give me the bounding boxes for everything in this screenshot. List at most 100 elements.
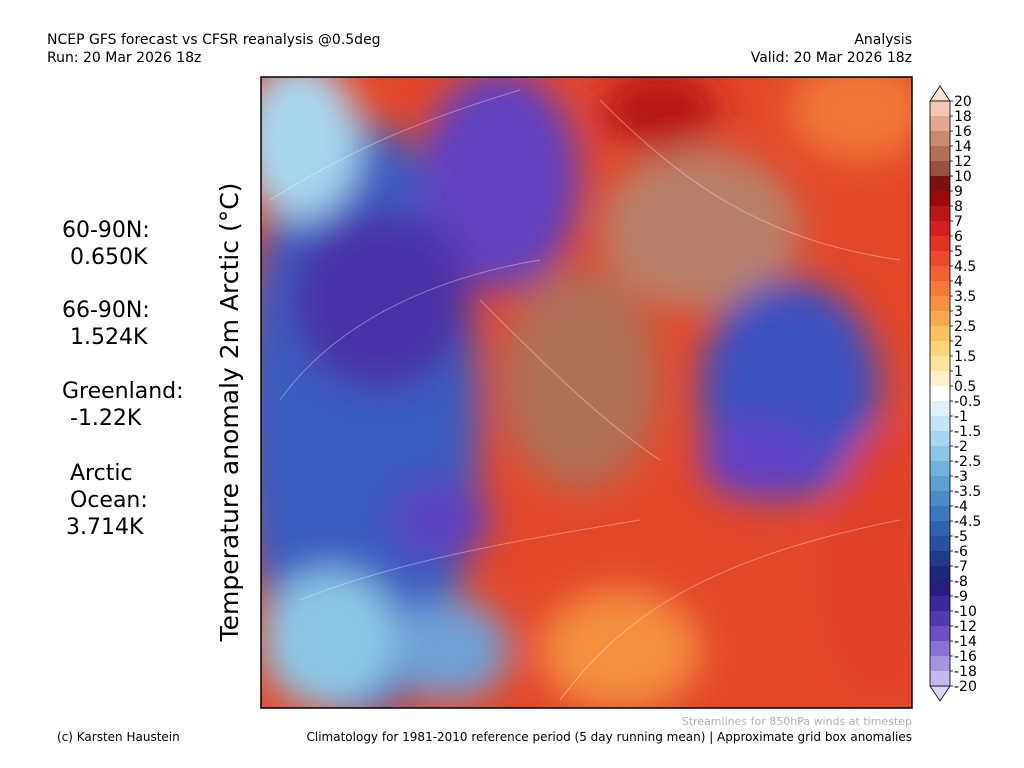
colorbar-swatch bbox=[930, 551, 950, 566]
colorbar-label: 4.5 bbox=[954, 259, 976, 275]
colorbar-swatch bbox=[930, 146, 950, 161]
colorbar-label: 9 bbox=[954, 184, 963, 200]
header-run: Run: 20 Mar 2026 18z bbox=[47, 50, 201, 66]
colorbar-swatch bbox=[930, 446, 950, 461]
colorbar-label: -6 bbox=[954, 544, 968, 560]
colorbar-swatch bbox=[930, 236, 950, 251]
colorbar-swatch bbox=[930, 131, 950, 146]
region-line: -1.22K bbox=[70, 406, 142, 431]
colorbar-label: -3.5 bbox=[954, 484, 981, 500]
colorbar-label: 5 bbox=[954, 244, 963, 260]
colorbar-swatch bbox=[930, 596, 950, 611]
colorbar-label: 3 bbox=[954, 304, 963, 320]
climatology-note: Climatology for 1981-2010 reference peri… bbox=[307, 730, 913, 744]
colorbar-label: -7 bbox=[954, 559, 968, 575]
colorbar-label: 16 bbox=[954, 124, 972, 140]
colorbar-label: 2.5 bbox=[954, 319, 976, 335]
region-line: Greenland: bbox=[62, 379, 184, 404]
colorbar-label: -2.5 bbox=[954, 454, 981, 470]
colorbar-swatch bbox=[930, 221, 950, 236]
map-frame bbox=[260, 76, 913, 709]
colorbar-swatch bbox=[930, 401, 950, 416]
colorbar-label: 14 bbox=[954, 139, 972, 155]
region-line: 60-90N: bbox=[62, 218, 150, 243]
region-line: 66-90N: bbox=[62, 298, 150, 323]
colorbar-swatch bbox=[930, 671, 950, 686]
colorbar-label: 6 bbox=[954, 229, 963, 245]
region-line: 0.650K bbox=[70, 245, 148, 270]
colorbar-label: -1.5 bbox=[954, 424, 981, 440]
colorbar-label: -16 bbox=[954, 649, 977, 665]
colorbar-swatch bbox=[930, 191, 950, 206]
header-valid: Valid: 20 Mar 2026 18z bbox=[751, 50, 912, 66]
colorbar-label: 20 bbox=[954, 94, 972, 110]
colorbar-swatch bbox=[930, 311, 950, 326]
colorbar-label: -12 bbox=[954, 619, 977, 635]
colorbar-label: 1.5 bbox=[954, 349, 976, 365]
colorbar-label: 4 bbox=[954, 274, 963, 290]
colorbar-swatch bbox=[930, 101, 950, 116]
colorbar-label: 12 bbox=[954, 154, 972, 170]
colorbar-label: 18 bbox=[954, 109, 972, 125]
axis-label: Temperature anomaly 2m Arctic (°C) bbox=[215, 183, 244, 643]
colorbar-swatch bbox=[930, 386, 950, 401]
colorbar-swatch bbox=[930, 341, 950, 356]
colorbar-frame bbox=[929, 100, 951, 687]
colorbar-label: -18 bbox=[954, 664, 977, 680]
colorbar-swatch bbox=[930, 356, 950, 371]
colorbar-label: 2 bbox=[954, 334, 963, 350]
region-line: Arctic bbox=[70, 461, 133, 486]
colorbar: 201816141210987654.543.532.521.510.5-0.5… bbox=[929, 85, 981, 702]
colorbar-label: 8 bbox=[954, 199, 963, 215]
region-line: 1.524K bbox=[70, 325, 148, 350]
colorbar-swatch bbox=[930, 296, 950, 311]
colorbar-label: 0.5 bbox=[954, 379, 976, 395]
colorbar-swatch bbox=[930, 416, 950, 431]
region-line: Ocean: bbox=[70, 488, 148, 513]
colorbar-swatch bbox=[930, 656, 950, 671]
colorbar-swatch bbox=[930, 116, 950, 131]
region-line: 3.714K bbox=[66, 515, 144, 540]
colorbar-swatch bbox=[930, 491, 950, 506]
colorbar-swatch bbox=[930, 161, 950, 176]
colorbar-label: -2 bbox=[954, 439, 968, 455]
colorbar-label: -9 bbox=[954, 589, 968, 605]
colorbar-swatch bbox=[930, 626, 950, 641]
colorbar-swatch bbox=[930, 521, 950, 536]
colorbar-swatch bbox=[930, 326, 950, 341]
colorbar-label: -3 bbox=[954, 469, 968, 485]
colorbar-swatch bbox=[930, 176, 950, 191]
colorbar-swatch bbox=[930, 371, 950, 386]
colorbar-label: 3.5 bbox=[954, 289, 976, 305]
colorbar-swatch bbox=[930, 581, 950, 596]
colorbar-swatch bbox=[930, 476, 950, 491]
colorbar-label: -20 bbox=[954, 679, 977, 695]
colorbar-label: 10 bbox=[954, 169, 972, 185]
colorbar-extend-bottom bbox=[929, 685, 951, 702]
colorbar-label: -14 bbox=[954, 634, 977, 650]
credit: (c) Karsten Haustein bbox=[57, 730, 180, 744]
region-stats: 60-90N:0.650K 66-90N:1.524K Greenland:-1.2… bbox=[62, 218, 184, 540]
colorbar-swatch bbox=[930, 206, 950, 221]
map bbox=[261, 77, 912, 708]
colorbar-swatch bbox=[930, 266, 950, 281]
colorbar-swatch bbox=[930, 281, 950, 296]
colorbar-label: -4.5 bbox=[954, 514, 981, 530]
colorbar-swatch bbox=[930, 566, 950, 581]
colorbar-swatch bbox=[930, 431, 950, 446]
colorbar-swatch bbox=[930, 251, 950, 266]
colorbar-swatch bbox=[930, 461, 950, 476]
colorbar-label: 1 bbox=[954, 364, 963, 380]
colorbar-label: -0.5 bbox=[954, 394, 981, 410]
colorbar-swatch bbox=[930, 641, 950, 656]
header-title: NCEP GFS forecast vs CFSR reanalysis @0.… bbox=[47, 32, 381, 48]
colorbar-swatch bbox=[930, 536, 950, 551]
colorbar-swatch bbox=[930, 506, 950, 521]
header-kind: Analysis bbox=[854, 32, 912, 48]
colorbar-label: -5 bbox=[954, 529, 968, 545]
colorbar-label: -10 bbox=[954, 604, 977, 620]
colorbar-label: -8 bbox=[954, 574, 968, 590]
colorbar-label: -4 bbox=[954, 499, 968, 515]
colorbar-extend-top bbox=[929, 85, 951, 102]
